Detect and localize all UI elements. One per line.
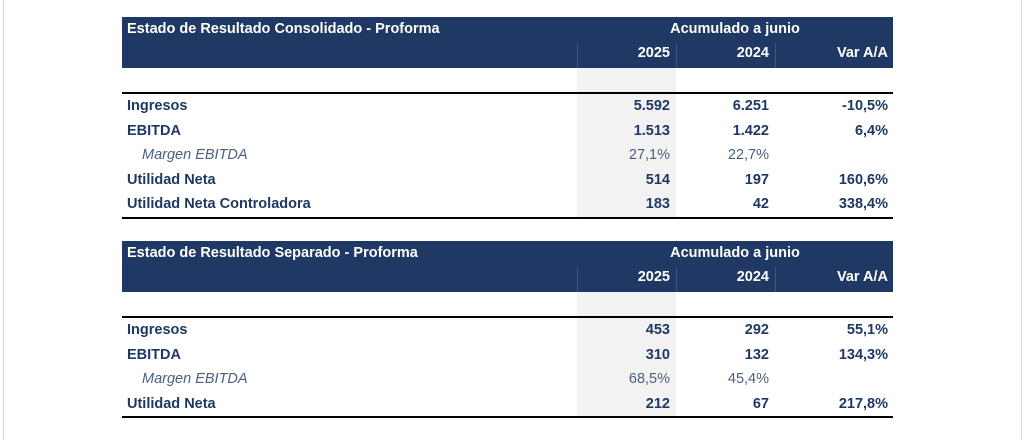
table-row-ebitda: EBITDA 1.513 1.422 6,4% (122, 119, 893, 144)
right-border-line (1021, 0, 1022, 440)
value-2024: 45,4% (727, 371, 769, 387)
value-var: 338,4% (838, 196, 888, 212)
row-label: EBITDA (127, 346, 181, 363)
row-label: Ingresos (127, 98, 188, 114)
row-label: Utilidad Neta (127, 395, 216, 412)
table-header: Estado de Resultado Separado - Proforma … (122, 241, 893, 292)
table-row-ingresos: Ingresos 453 292 55,1% (122, 318, 893, 343)
value-2025: 310 (645, 346, 670, 363)
column-header-2024: 2024 (736, 45, 769, 61)
value-2025: 212 (645, 395, 670, 412)
period-header: Acumulado a junio (670, 245, 800, 261)
value-2024: 292 (744, 322, 769, 338)
value-2025: 183 (645, 196, 670, 212)
column-shade (577, 318, 676, 416)
table-row-ebitda: EBITDA 310 132 134,3% (122, 343, 893, 368)
column-header-var: Var A/A (836, 45, 888, 61)
column-divider (577, 267, 578, 292)
value-var: -10,5% (842, 98, 888, 114)
column-shade (577, 292, 676, 316)
period-header: Acumulado a junio (670, 21, 800, 37)
value-2024: 22,7% (727, 147, 769, 163)
column-header-2025: 2025 (637, 45, 670, 61)
table-title: Estado de Resultado Consolidado - Profor… (127, 21, 440, 37)
table-row-margen-ebitda: Margen EBITDA 68,5% 45,4% (122, 367, 893, 392)
column-header-2024: 2024 (736, 269, 769, 285)
table-header: Estado de Resultado Consolidado - Profor… (122, 17, 893, 68)
value-2025: 27,1% (628, 147, 670, 163)
table-row-ingresos: Ingresos 5.592 6.251 -10,5% (122, 94, 893, 119)
row-label: EBITDA (127, 122, 181, 139)
table-body: Ingresos 453 292 55,1% EBITDA 310 132 13… (122, 316, 893, 418)
row-label: Utilidad Neta Controladora (127, 196, 311, 212)
value-var: 217,8% (838, 395, 888, 412)
row-label: Margen EBITDA (142, 371, 248, 387)
spacer-row (122, 292, 893, 316)
value-2025: 453 (645, 322, 670, 338)
table-row-utilidad-neta: Utilidad Neta 514 197 160,6% (122, 168, 893, 193)
row-label: Utilidad Neta (127, 171, 216, 188)
value-2024: 197 (744, 171, 769, 188)
column-header-var: Var A/A (836, 269, 888, 285)
column-header-2025: 2025 (637, 269, 670, 285)
value-var: 6,4% (854, 122, 888, 139)
consolidated-income-table: Estado de Resultado Consolidado - Profor… (122, 17, 893, 219)
column-divider (577, 43, 578, 68)
value-2025: 68,5% (628, 371, 670, 387)
column-divider (676, 267, 677, 292)
row-label: Ingresos (127, 322, 188, 338)
row-label: Margen EBITDA (142, 147, 248, 163)
value-var: 160,6% (838, 171, 888, 188)
value-2025: 5.592 (633, 98, 670, 114)
separate-income-table: Estado de Resultado Separado - Proforma … (122, 241, 893, 418)
value-2024: 6.251 (732, 98, 769, 114)
value-2025: 514 (645, 171, 670, 188)
table-body: Ingresos 5.592 6.251 -10,5% EBITDA 1.513… (122, 92, 893, 219)
value-2024: 67 (752, 395, 769, 412)
column-divider (775, 267, 776, 292)
spacer-row (122, 68, 893, 92)
value-2024: 1.422 (732, 122, 769, 139)
table-row-utilidad-neta: Utilidad Neta 212 67 217,8% (122, 392, 893, 417)
value-var: 55,1% (846, 322, 888, 338)
value-2025: 1.513 (633, 122, 670, 139)
column-shade (577, 68, 676, 92)
column-divider (676, 43, 677, 68)
table-row-utilidad-neta-controladora: Utilidad Neta Controladora 183 42 338,4% (122, 192, 893, 217)
table-row-margen-ebitda: Margen EBITDA 27,1% 22,7% (122, 143, 893, 168)
column-divider (775, 43, 776, 68)
value-var: 134,3% (838, 346, 888, 363)
value-2024: 132 (744, 346, 769, 363)
column-shade (577, 94, 676, 217)
value-2024: 42 (752, 196, 769, 212)
left-border-line (3, 0, 4, 440)
table-title: Estado de Resultado Separado - Proforma (127, 245, 418, 261)
